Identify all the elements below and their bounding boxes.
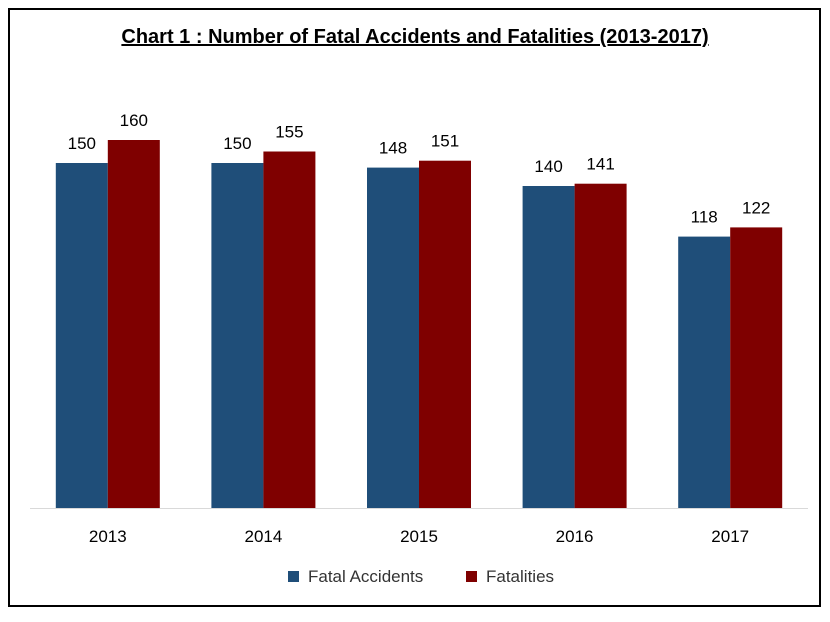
- bar-fatalities-2014: [263, 151, 316, 508]
- x-tick-label: 2015: [400, 527, 438, 546]
- data-label: 150: [68, 134, 96, 153]
- data-label: 141: [586, 155, 614, 174]
- chart-title: Chart 1 : Number of Fatal Accidents and …: [121, 26, 709, 48]
- legend-swatch: [288, 571, 299, 582]
- bar-fatalities-2016: [574, 183, 627, 508]
- bar-fatal-accidents-2014: [211, 163, 264, 508]
- data-label: 151: [431, 132, 459, 151]
- x-tick-label: 2014: [244, 527, 282, 546]
- bar-fatal-accidents-2015: [367, 167, 419, 508]
- data-label: 155: [275, 123, 303, 142]
- legend-label: Fatalities: [486, 567, 554, 586]
- legend-label: Fatal Accidents: [308, 567, 423, 586]
- x-tick-label: 2017: [711, 527, 749, 546]
- data-label: 122: [742, 198, 770, 217]
- bar-fatalities-2015: [419, 160, 471, 508]
- data-label: 160: [120, 111, 148, 130]
- data-label: 148: [379, 139, 407, 158]
- data-label: 150: [223, 134, 251, 153]
- data-label: 118: [691, 208, 718, 227]
- bar-fatalities-2013: [107, 140, 160, 508]
- bar-fatal-accidents-2016: [522, 186, 575, 508]
- x-tick-label: 2016: [556, 527, 594, 546]
- data-label: 140: [534, 157, 562, 176]
- x-tick-label: 2013: [89, 527, 127, 546]
- bar-fatal-accidents-2017: [678, 236, 731, 508]
- bar-fatalities-2017: [730, 227, 783, 508]
- legend-swatch: [466, 571, 477, 582]
- bar-fatal-accidents-2013: [55, 163, 108, 508]
